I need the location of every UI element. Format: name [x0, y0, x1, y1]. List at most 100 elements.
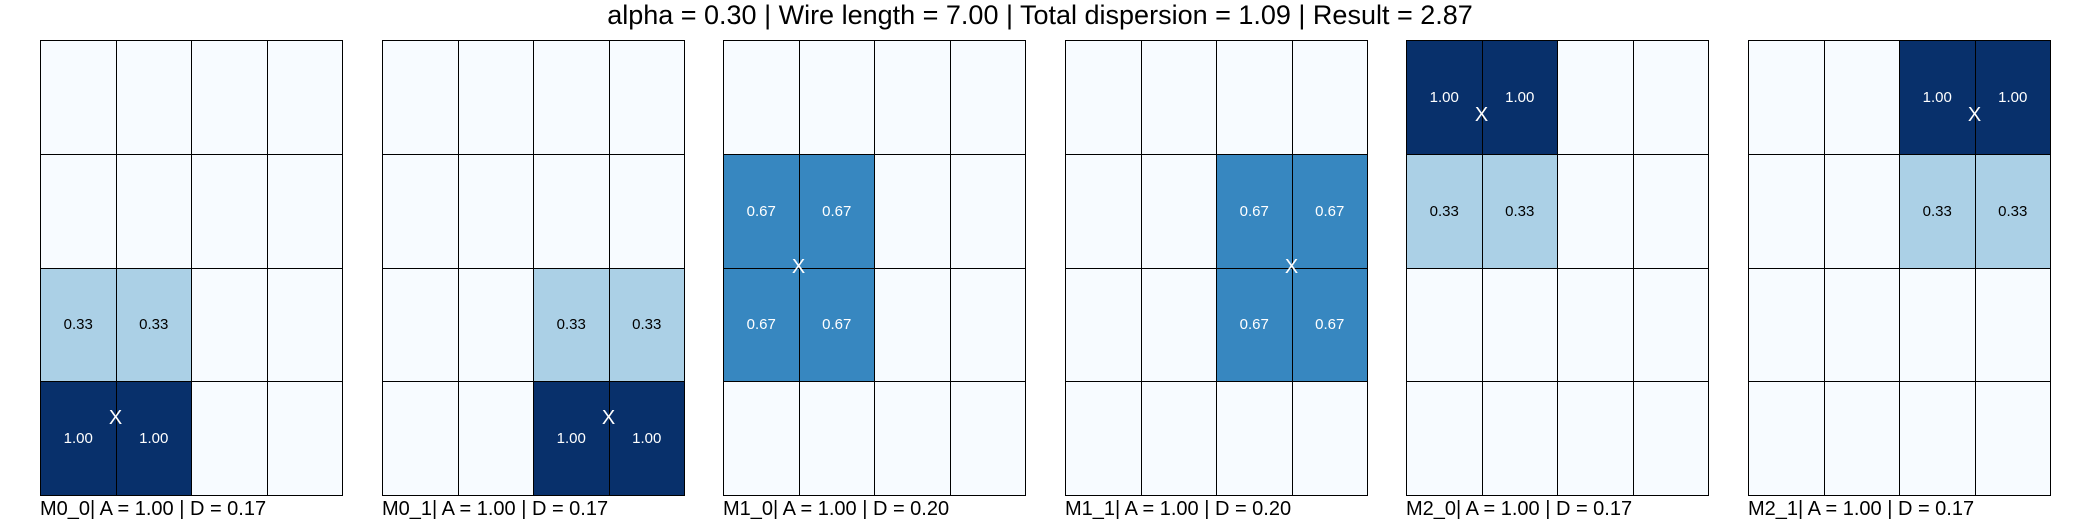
heatmap-cell [1748, 267, 1825, 383]
heatmap-cell [1899, 381, 1976, 496]
heatmap-cell: 1.00 [1899, 40, 1976, 155]
heatmap-cell [1481, 381, 1558, 496]
heatmap-cell: 0.67 [798, 267, 875, 383]
heatmap-cell [949, 381, 1026, 496]
heatmap-cell [1291, 381, 1368, 496]
heatmap-cell [382, 153, 459, 269]
heatmap-cell [1216, 381, 1293, 496]
centroid-marker: X [1967, 104, 1982, 127]
heatmap-cell: 1.00 [115, 381, 192, 496]
heatmap-cell [1748, 153, 1825, 269]
heatmap-cell [723, 381, 800, 496]
heatmap-grid: 0.67 0.67 0.67 0.67 [1065, 40, 1368, 496]
heatmap-cell: 0.33 [608, 267, 685, 383]
heatmap-cell [457, 267, 534, 383]
heatmap-cell [798, 40, 875, 155]
heatmap-cell [1557, 153, 1634, 269]
panel-caption: M2_0| A = 1.00 | D = 0.17 [1406, 498, 1633, 520]
heatmap-grid: 1.00 1.00 0.33 0.33 [1748, 40, 2051, 496]
heatmap-cell [1140, 153, 1217, 269]
heatmap-cell: 0.33 [115, 267, 192, 383]
heatmap-cell: 0.33 [1481, 153, 1558, 269]
heatmap-grid: 0.33 0.33 1.00 1.00 [40, 40, 343, 496]
heatmap-cell: 0.33 [1899, 153, 1976, 269]
heatmap-cell [949, 153, 1026, 269]
heatmap-cell: 0.67 [798, 153, 875, 269]
heatmap-cell [533, 153, 610, 269]
heatmap-cell [191, 40, 268, 155]
heatmap-cell: 0.67 [723, 267, 800, 383]
heatmap-cell [1632, 153, 1709, 269]
heatmap-cell: 0.67 [1216, 267, 1293, 383]
heatmap-cell [382, 381, 459, 496]
heatmap-cell [874, 40, 951, 155]
heatmap-cell [1140, 381, 1217, 496]
centroid-marker: X [791, 255, 806, 278]
heatmap-cell: 0.67 [1291, 267, 1368, 383]
heatmap-cell [1632, 381, 1709, 496]
heatmap-cell [1291, 40, 1368, 155]
heatmap-cell [266, 381, 343, 496]
panel-caption: M1_0| A = 1.00 | D = 0.20 [723, 498, 950, 520]
heatmap-panel-m2-1: 1.00 1.00 0.33 0.33 X M2_1| A = 1.00 | D = … [1748, 40, 2051, 520]
heatmap-panel-m0-0: 0.33 0.33 1.00 1.00 X M0_0| A = 1.00 | D = … [40, 40, 343, 520]
heatmap-cell [1823, 267, 1900, 383]
heatmap-cell [1065, 40, 1142, 155]
heatmap-panel-m1-0: 0.67 0.67 0.67 0.67 X M1_0| A = 1.00 | D = … [723, 40, 1026, 520]
heatmap-cell [266, 153, 343, 269]
heatmap-cell: 0.33 [40, 267, 117, 383]
heatmap-cell [533, 40, 610, 155]
heatmap-cell [191, 153, 268, 269]
heatmap-cell [266, 40, 343, 155]
panel-caption: M0_1| A = 1.00 | D = 0.17 [382, 498, 609, 520]
heatmap-cell: 1.00 [608, 381, 685, 496]
heatmap-cell [1065, 267, 1142, 383]
heatmap-cell: 0.67 [723, 153, 800, 269]
heatmap-cell [1823, 153, 1900, 269]
heatmap-cell [1823, 381, 1900, 496]
heatmap-cell [191, 267, 268, 383]
heatmap-panel-m1-1: 0.67 0.67 0.67 0.67 X M1_1| A = 1.00 | D = … [1065, 40, 1368, 520]
centroid-marker: X [1474, 104, 1489, 127]
heatmap-cell [457, 40, 534, 155]
heatmap-cell [1065, 153, 1142, 269]
heatmap-cell: 0.67 [1291, 153, 1368, 269]
heatmap-panel-m2-0: 1.00 1.00 0.33 0.33 X M2_0| A = 1.00 | D = … [1406, 40, 1709, 520]
heatmap-cell: 0.33 [1406, 153, 1483, 269]
heatmap-cell: 1.00 [1406, 40, 1483, 155]
figure-title: alpha = 0.30 | Wire length = 7.00 | Tota… [607, 0, 1473, 30]
panel-caption: M0_0| A = 1.00 | D = 0.17 [40, 498, 267, 520]
heatmap-cell [1748, 40, 1825, 155]
heatmap-cell: 1.00 [533, 381, 610, 496]
panel-caption: M2_1| A = 1.00 | D = 0.17 [1748, 498, 1975, 520]
heatmap-cell [723, 40, 800, 155]
heatmap-cell [1974, 267, 2051, 383]
heatmap-cell: 1.00 [40, 381, 117, 496]
heatmap-cell [1557, 267, 1634, 383]
heatmap-cell [1140, 267, 1217, 383]
heatmap-cell [115, 153, 192, 269]
heatmap-cell [1406, 381, 1483, 496]
heatmap-cell [40, 40, 117, 155]
heatmap-cell [457, 153, 534, 269]
heatmap-cell [608, 40, 685, 155]
heatmap-cell: 1.00 [1481, 40, 1558, 155]
heatmap-cell [382, 267, 459, 383]
heatmap-cell [191, 381, 268, 496]
heatmap-cell [266, 267, 343, 383]
heatmap-cell [1632, 267, 1709, 383]
heatmap-cell [40, 153, 117, 269]
heatmap-cell [382, 40, 459, 155]
heatmap-cell [874, 267, 951, 383]
heatmap-cell: 0.33 [1974, 153, 2051, 269]
heatmap-cell [874, 381, 951, 496]
heatmap-cell [1140, 40, 1217, 155]
heatmap-cell [1406, 267, 1483, 383]
heatmap-cell [874, 153, 951, 269]
heatmap-cell [1216, 40, 1293, 155]
heatmap-cell [1557, 381, 1634, 496]
heatmap-cell: 0.67 [1216, 153, 1293, 269]
heatmap-grid: 0.67 0.67 0.67 0.67 [723, 40, 1026, 496]
heatmap-cell: 1.00 [1974, 40, 2051, 155]
heatmap-grid: 0.33 0.33 1.00 1.00 [382, 40, 685, 496]
